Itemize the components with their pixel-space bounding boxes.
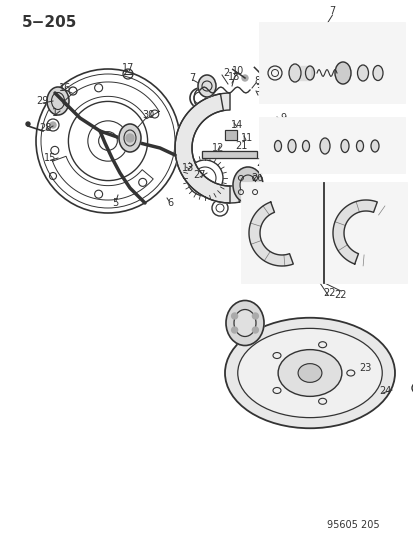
Polygon shape <box>175 94 230 203</box>
Text: 26: 26 <box>250 173 263 183</box>
Circle shape <box>411 383 413 393</box>
Ellipse shape <box>225 301 263 345</box>
Text: 16: 16 <box>59 83 71 93</box>
Text: 19: 19 <box>288 30 300 40</box>
Ellipse shape <box>119 124 141 152</box>
Circle shape <box>252 327 258 333</box>
Text: 23: 23 <box>358 363 370 373</box>
Ellipse shape <box>288 64 300 82</box>
Text: 95605 205: 95605 205 <box>327 520 379 530</box>
Bar <box>224 130 236 140</box>
Text: 25: 25 <box>256 158 268 168</box>
Circle shape <box>274 200 282 208</box>
Text: 29: 29 <box>36 96 48 106</box>
Bar <box>242 183 406 283</box>
Bar <box>259 118 404 173</box>
Text: 11: 11 <box>240 133 252 143</box>
Circle shape <box>261 75 267 81</box>
Text: 22: 22 <box>323 288 335 298</box>
Ellipse shape <box>302 141 309 151</box>
Circle shape <box>231 327 237 333</box>
Text: 22: 22 <box>334 290 347 300</box>
Text: 9: 9 <box>279 113 285 123</box>
Ellipse shape <box>297 364 321 382</box>
Circle shape <box>126 134 134 142</box>
Ellipse shape <box>319 138 329 154</box>
Ellipse shape <box>224 318 394 428</box>
Text: 6: 6 <box>278 186 285 196</box>
Ellipse shape <box>370 140 378 152</box>
Text: 2: 2 <box>222 68 228 78</box>
Circle shape <box>26 122 30 126</box>
Text: 5: 5 <box>112 198 118 208</box>
Bar <box>259 23 404 103</box>
Text: 4: 4 <box>362 270 368 280</box>
Polygon shape <box>175 93 239 203</box>
Ellipse shape <box>278 350 341 397</box>
Text: 6: 6 <box>166 198 173 208</box>
Circle shape <box>231 313 237 319</box>
Circle shape <box>242 75 247 81</box>
Bar <box>187 170 197 178</box>
Bar <box>187 170 197 178</box>
Bar <box>224 130 236 140</box>
Text: 15: 15 <box>44 153 56 163</box>
Bar <box>294 66 309 80</box>
Ellipse shape <box>197 75 216 97</box>
Ellipse shape <box>305 66 314 80</box>
Ellipse shape <box>274 141 281 151</box>
Ellipse shape <box>233 167 262 203</box>
Text: 7: 7 <box>188 73 195 83</box>
Circle shape <box>252 313 258 319</box>
Text: 24: 24 <box>378 386 390 396</box>
Ellipse shape <box>340 140 348 152</box>
Text: 5−205: 5−205 <box>22 15 77 30</box>
Text: 6: 6 <box>362 186 368 196</box>
Bar <box>202 151 256 158</box>
Text: 27: 27 <box>193 170 206 180</box>
Ellipse shape <box>47 87 69 115</box>
Text: 1: 1 <box>52 108 58 118</box>
Ellipse shape <box>237 328 381 418</box>
Text: 14: 14 <box>230 120 242 130</box>
Ellipse shape <box>356 141 363 151</box>
Ellipse shape <box>334 62 350 84</box>
Text: 13: 13 <box>181 163 194 173</box>
Circle shape <box>274 75 280 81</box>
Text: 12: 12 <box>211 143 224 153</box>
Text: 18: 18 <box>227 72 240 82</box>
Text: 30: 30 <box>142 110 154 120</box>
Ellipse shape <box>233 310 255 336</box>
Ellipse shape <box>357 65 368 81</box>
Circle shape <box>50 122 56 128</box>
Polygon shape <box>332 200 376 264</box>
Text: 28: 28 <box>39 123 51 133</box>
Text: 10: 10 <box>231 66 244 76</box>
Text: 8: 8 <box>253 76 259 86</box>
Ellipse shape <box>372 66 382 80</box>
Polygon shape <box>248 202 292 266</box>
Text: 17: 17 <box>121 63 134 73</box>
Text: 4: 4 <box>278 270 285 280</box>
Text: 3: 3 <box>254 84 261 94</box>
Text: 21: 21 <box>235 141 247 151</box>
Text: 7: 7 <box>329 6 335 16</box>
Bar <box>202 151 256 158</box>
Ellipse shape <box>287 140 295 152</box>
Text: 4: 4 <box>266 138 273 148</box>
Bar <box>294 66 309 80</box>
Text: 20: 20 <box>318 30 330 40</box>
